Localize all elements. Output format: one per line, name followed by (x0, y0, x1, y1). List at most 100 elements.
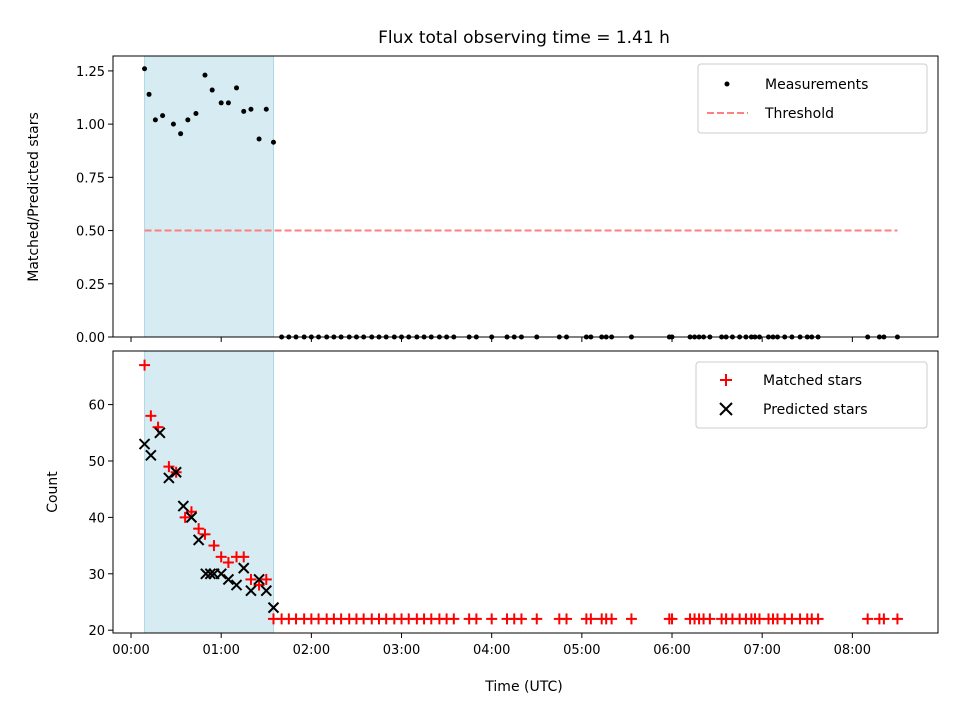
legend-label-threshold: Threshold (764, 106, 834, 122)
top-legend-box (697, 63, 928, 134)
matched-star-marker (163, 461, 175, 473)
y-tick-label: 0.75 (76, 171, 105, 186)
matched-star-marker (145, 410, 157, 422)
x-tick-label: 03:00 (383, 643, 420, 658)
matched-star-marker (625, 613, 637, 625)
matched-star-marker (185, 506, 197, 518)
matched-star-marker (193, 523, 205, 535)
measurement-point (234, 85, 240, 91)
x-axis-label: Time (UTC) (484, 679, 562, 695)
matched-star-marker (812, 613, 824, 625)
matched-star-marker (606, 613, 618, 625)
x-tick-label: 04:00 (473, 643, 510, 658)
measurement-point (178, 131, 184, 137)
y-tick-label: 50 (88, 455, 105, 470)
measurement-point (263, 106, 269, 112)
predicted-star-marker (204, 568, 217, 580)
matched-star-marker (531, 613, 543, 625)
bottom-series-layer (138, 359, 903, 625)
matched-star-marker (561, 613, 573, 625)
matched-star-marker (179, 511, 191, 523)
y-tick-label: 40 (88, 511, 105, 526)
legend-label-predicted-stars: Predicted stars (763, 402, 868, 418)
matched-star-marker (585, 613, 597, 625)
measurement-point (209, 87, 215, 93)
matched-star-marker (862, 613, 874, 625)
x-tick-label: 02:00 (293, 643, 330, 658)
x-tick-label: 01:00 (202, 643, 239, 658)
measurement-point (142, 66, 148, 72)
bottom-legend-box (695, 361, 928, 429)
y-tick-label: 1.00 (76, 118, 105, 133)
predicted-star-marker (222, 573, 235, 586)
y-tick-label: 30 (88, 568, 105, 583)
bottom-axes-frame (112, 350, 939, 634)
matched-star-marker (486, 613, 498, 625)
y-tick-label: 0.00 (76, 331, 105, 346)
measurement-point (256, 136, 262, 142)
matched-star-marker (222, 557, 234, 568)
matched-star-marker (891, 613, 903, 625)
matched-star-marker (515, 613, 527, 625)
legend-marker-measurements (724, 81, 730, 87)
top-series-layer (142, 66, 900, 340)
x-tick-label: 06:00 (653, 643, 690, 658)
bottom-y-axis-label: Count (45, 471, 61, 513)
measurement-point (202, 72, 208, 78)
measurement-point (170, 121, 176, 127)
x-tick-label: 00:00 (112, 643, 149, 658)
shaded-observing-span (144, 350, 274, 634)
predicted-star-marker (215, 568, 227, 580)
matched-star-marker (253, 579, 265, 591)
legend-marker-predicted-stars (719, 402, 733, 416)
predicted-star-marker (192, 534, 205, 546)
measurement-point (185, 117, 191, 123)
bottom-shaded-span (144, 350, 274, 634)
x-tick-label: 07:00 (743, 643, 780, 658)
matched-star-marker (260, 573, 272, 585)
predicted-star-marker (138, 438, 151, 450)
predicted-star-marker (267, 601, 280, 614)
top-axes-frame (112, 55, 939, 338)
legend-label-matched-stars: Matched stars (763, 373, 862, 389)
measurement-point (193, 110, 199, 116)
predicted-star-marker (245, 584, 257, 597)
predicted-star-marker (185, 511, 198, 524)
chart-title: Flux total observing time = 1.41 h (378, 28, 670, 48)
measurement-point (152, 117, 158, 123)
predicted-star-marker (145, 449, 157, 462)
measurement-point (225, 100, 231, 106)
matched-star-marker (878, 613, 890, 625)
bottom-y-axis: 20 30 40 50 60 (88, 399, 113, 639)
predicted-star-marker (230, 579, 243, 591)
top-y-axis-label: Matched/Predicted stars (26, 112, 42, 282)
matched-star-marker (704, 613, 716, 625)
predicted-star-marker (170, 466, 182, 478)
shaded-observing-span (144, 55, 274, 338)
predicted-star-marker (238, 562, 250, 574)
y-tick-label: 60 (88, 399, 105, 414)
top-shaded-span (144, 55, 274, 338)
x-tick-label: 05:00 (563, 643, 600, 658)
measurement-point (218, 100, 224, 106)
top-legend: Measurements Threshold (697, 63, 928, 134)
top-panel: 0.00 0.25 0.50 0.75 1.00 1.25 Matched/Predict… (26, 55, 939, 346)
y-tick-label: 1.25 (76, 65, 105, 80)
predicted-star-marker (154, 427, 166, 439)
matched-star-marker (139, 359, 151, 371)
bottom-x-axis: 00:00 01:00 02:00 03:00 04:00 05:00 06:00 07:00… (112, 633, 871, 658)
matched-star-marker (245, 573, 257, 585)
y-tick-label: 0.50 (76, 225, 105, 240)
measurement-point (241, 108, 247, 114)
top-y-axis: 0.00 0.25 0.50 0.75 1.00 1.25 (76, 65, 113, 346)
predicted-star-marker (253, 573, 265, 586)
bottom-panel: 20 30 40 50 60 00:00 01:00 02:00 03:00 04:00 05:0… (45, 350, 939, 695)
predicted-star-marker (177, 500, 190, 512)
matched-star-marker (470, 613, 482, 625)
predicted-star-marker (260, 584, 272, 597)
x-tick-label: 08:00 (834, 643, 871, 658)
matched-star-marker (666, 613, 678, 625)
bottom-legend: Matched stars Predicted stars (695, 361, 928, 429)
matched-star-marker (215, 551, 227, 563)
